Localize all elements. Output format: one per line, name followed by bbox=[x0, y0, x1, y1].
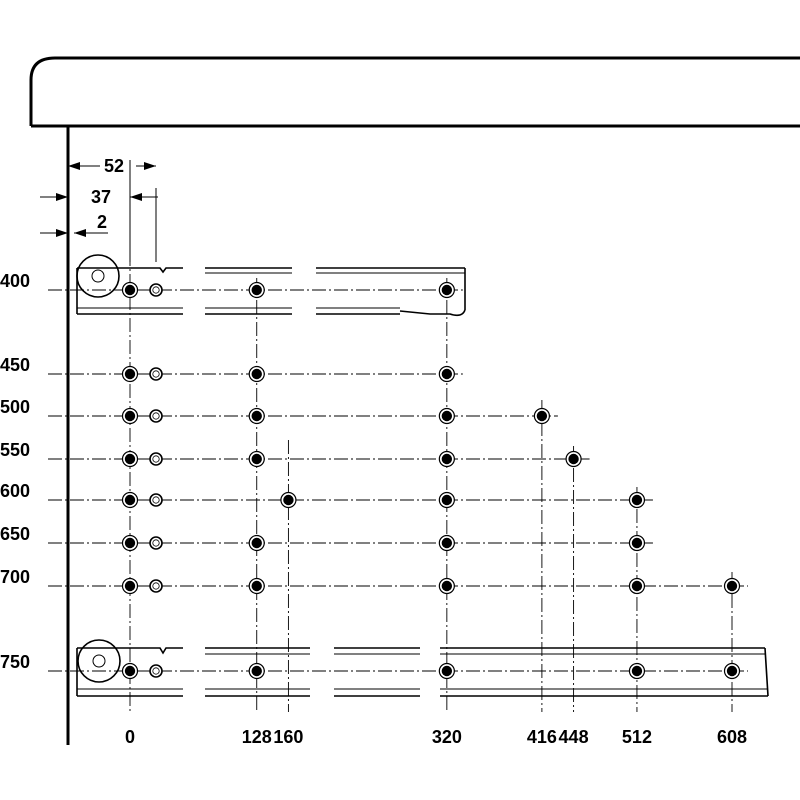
hole-aux-600 bbox=[149, 493, 163, 507]
runner-top bbox=[76, 254, 466, 317]
roller-wheel-top bbox=[76, 254, 120, 298]
position-label-512: 512 bbox=[622, 727, 652, 747]
height-label-650: 650 bbox=[0, 524, 30, 544]
dimension-37-label: 37 bbox=[91, 187, 111, 207]
holes bbox=[121, 281, 741, 680]
hole-aux-550 bbox=[149, 452, 163, 466]
position-label-0: 0 bbox=[125, 727, 135, 747]
dimension-annotations: 52 37 2 bbox=[40, 150, 158, 262]
hole-aux-400 bbox=[149, 283, 163, 297]
hole-aux-650 bbox=[149, 536, 163, 550]
roller-wheel-bottom bbox=[77, 639, 121, 683]
height-label-700: 700 bbox=[0, 567, 30, 587]
centerlines bbox=[48, 252, 748, 712]
dimension-2-label: 2 bbox=[97, 212, 107, 232]
position-label-416: 416 bbox=[527, 727, 557, 747]
height-label-400: 400 bbox=[0, 271, 30, 291]
height-label-450: 450 bbox=[0, 355, 30, 375]
position-label-160: 160 bbox=[273, 727, 303, 747]
hole-aux-700 bbox=[149, 579, 163, 593]
hole-aux-750 bbox=[149, 664, 163, 678]
position-label-608: 608 bbox=[717, 727, 747, 747]
position-label-448: 448 bbox=[559, 727, 589, 747]
hole-aux-450 bbox=[149, 367, 163, 381]
runner-bottom bbox=[76, 639, 769, 697]
position-label-320: 320 bbox=[432, 727, 462, 747]
height-label-500: 500 bbox=[0, 397, 30, 417]
cabinet-top-panel bbox=[29, 56, 800, 128]
height-labels: 400 450 500 550 600 650 700 750 bbox=[0, 271, 30, 672]
hole-aux-500 bbox=[149, 409, 163, 423]
height-label-750: 750 bbox=[0, 652, 30, 672]
height-label-600: 600 bbox=[0, 481, 30, 501]
dimension-52-label: 52 bbox=[104, 156, 124, 176]
position-label-128: 128 bbox=[242, 727, 272, 747]
height-label-550: 550 bbox=[0, 440, 30, 460]
position-labels: 0 128 160 320 416 448 512 608 bbox=[125, 727, 747, 747]
